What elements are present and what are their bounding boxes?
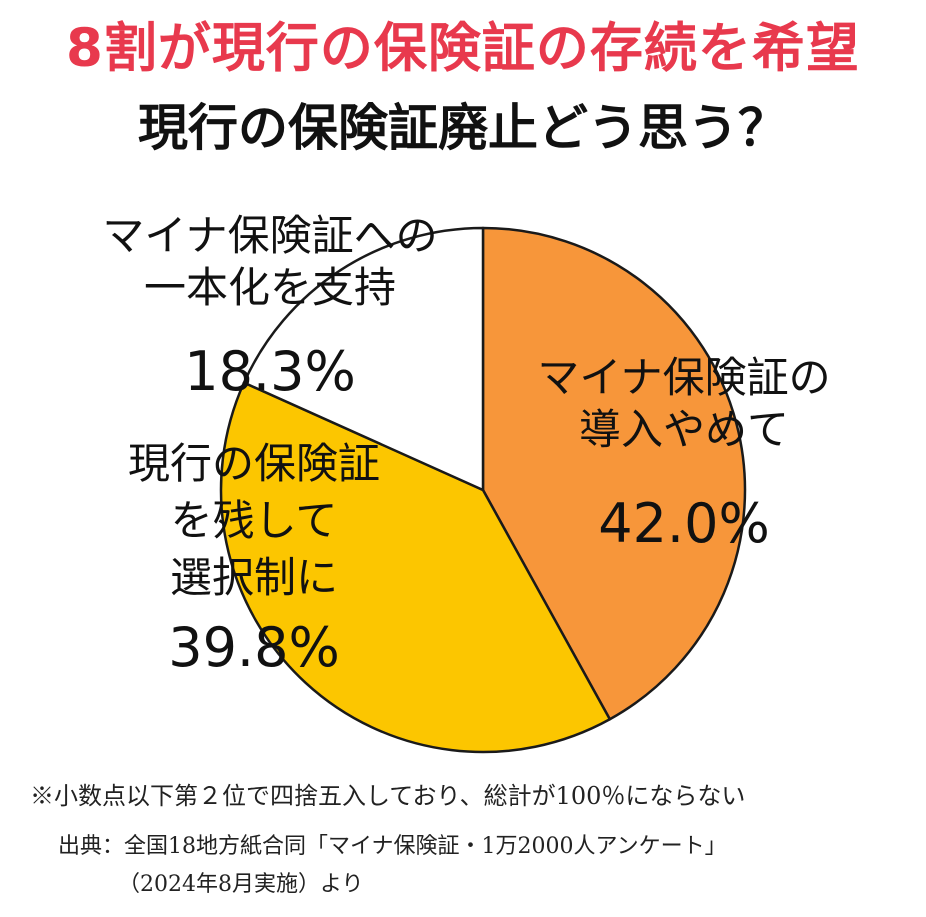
pie-slice-2	[219, 381, 612, 754]
slice-2-label-line-3: 選択制に	[170, 553, 338, 602]
slice-1-value-label: 42.0%	[598, 492, 770, 555]
footnote: ※小数点以下第２位で四捨五入しており、総計が100％にならない	[30, 782, 746, 810]
source-line-1: 出典：全国18地方紙合同「マイナ保険証・1万2000人アンケート」	[58, 834, 727, 859]
source-line-2: （2024年8月実施）より	[118, 872, 364, 897]
slice-3-label-line-1: マイナ保険証への	[102, 211, 437, 260]
chart-title: 現行の保険証廃止どう思う？	[138, 99, 788, 157]
slice-1-label-line-2: 導入やめて	[579, 405, 789, 454]
headline: 8割が現行の保険証の存続を希望	[66, 18, 860, 79]
slice-1-label-line-1: マイナ保険証の	[537, 353, 830, 402]
pie-slice-1	[481, 226, 747, 721]
pie-slice-3	[242, 226, 485, 492]
slice-2-label-line-2: を残して	[171, 496, 338, 545]
slice-3-value-label: 18.3%	[184, 340, 356, 403]
slice-3-label-line-2: 一本化を支持	[144, 263, 396, 312]
slice-2-label-line-1: 現行の保険証	[128, 439, 380, 488]
slice-2-value-label: 39.8%	[168, 616, 340, 679]
